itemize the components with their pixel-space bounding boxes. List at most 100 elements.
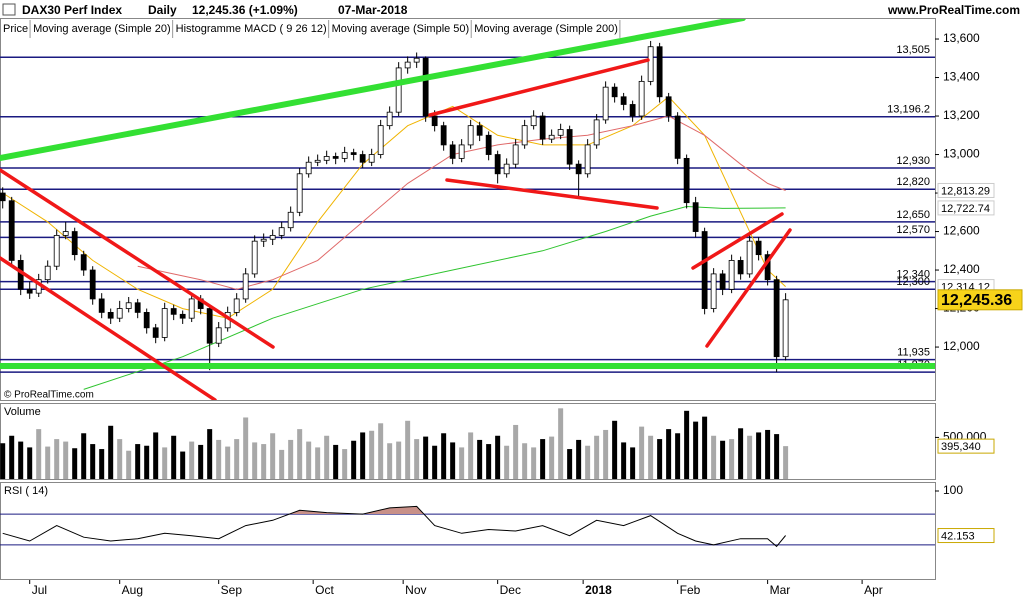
candle-body: [521, 125, 528, 146]
volume-bar: [387, 443, 393, 479]
y-tick-label: 100: [943, 483, 963, 497]
candle-body: [125, 302, 132, 309]
candle-body: [611, 86, 618, 98]
candle-body: [341, 152, 348, 159]
x-tick-label: Sep: [221, 583, 243, 597]
volume-bar: [225, 446, 231, 479]
volume-bar: [738, 428, 744, 479]
candle-body: [44, 265, 51, 281]
y-tick-label: 12,600: [943, 224, 980, 238]
candle-body: [512, 144, 519, 165]
level-label: 12,570: [896, 224, 930, 236]
volume-bar: [720, 440, 726, 479]
legend: Price Moving average (Simple 20) Histogram…: [3, 20, 621, 38]
candle-body: [395, 67, 402, 113]
volume-bar: [585, 445, 591, 479]
candle-body: [566, 129, 573, 165]
candle-body: [188, 298, 195, 319]
candle-body: [602, 86, 609, 121]
trendline: [428, 58, 650, 117]
candle-body: [53, 234, 60, 267]
candle-body: [62, 231, 69, 236]
volume-bar: [0, 443, 6, 479]
volume-bar: [99, 449, 105, 479]
volume-bar: [549, 436, 555, 479]
volume-bar: [414, 439, 420, 479]
volume-bar: [297, 429, 303, 479]
volume-bar: [513, 424, 519, 479]
candle-body: [305, 161, 312, 175]
candle-body: [242, 273, 249, 300]
candle-body: [269, 234, 276, 240]
level-label: 12,820: [896, 176, 930, 188]
volume-bar: [90, 444, 96, 479]
panel-title: Volume: [4, 406, 41, 418]
x-tick-label: Aug: [122, 583, 143, 597]
y-tick-label: 13,600: [943, 31, 980, 45]
candle-body: [260, 238, 267, 242]
candle-body: [431, 115, 438, 127]
volume-bar: [126, 450, 132, 479]
volume-bar: [9, 435, 15, 479]
trendline: [0, 19, 746, 161]
volume-bar: [531, 447, 537, 479]
value-tag-box: [937, 528, 995, 544]
candle-body: [557, 129, 564, 136]
level-label: 13,196.2: [887, 104, 930, 116]
y-tick-label: 13,200: [943, 108, 980, 122]
chart-title: DAX30 Perf Index: [22, 3, 122, 17]
volume-bar: [36, 429, 42, 479]
candle-body: [251, 240, 258, 275]
level-label: 12,930: [896, 155, 930, 167]
volume-bar: [279, 449, 285, 479]
candle-body: [404, 61, 411, 69]
volume-bar: [450, 442, 456, 479]
volume-bar: [432, 445, 438, 479]
volume-bar: [783, 446, 789, 479]
candle-body: [647, 46, 654, 82]
volume-bar: [612, 420, 618, 479]
volume-bar: [81, 433, 87, 479]
value-tag: 12,245.36: [941, 292, 1012, 309]
y-tick-label: 12,000: [943, 339, 980, 353]
volume-bar: [702, 416, 708, 479]
level-label: 13,505: [896, 44, 930, 56]
candle-body: [152, 327, 159, 338]
value-tag-box: [937, 182, 995, 198]
date: 07-Mar-2018: [338, 3, 408, 17]
trendline: [0, 256, 217, 400]
website: www.ProRealTime.com: [887, 3, 1020, 17]
volume-bar: [765, 429, 771, 479]
volume-bar: [45, 446, 51, 479]
panel-frames: [0, 18, 936, 580]
candle-body: [422, 57, 429, 117]
volume-bar: [558, 408, 564, 479]
volume-bar: [270, 433, 276, 479]
candle-body: [314, 159, 321, 163]
volume-bar: [198, 444, 204, 479]
candle-body: [143, 312, 150, 329]
volume-bar: [522, 443, 528, 479]
volume-bar: [108, 425, 114, 479]
candle-body: [359, 154, 366, 163]
volume-bar: [423, 436, 429, 479]
volume-bar: [333, 444, 339, 479]
volume-bar: [477, 439, 483, 479]
volume-bar: [153, 432, 159, 479]
volume-bar: [468, 432, 474, 479]
candle-body: [593, 119, 600, 146]
volume-bar: [504, 445, 510, 479]
copyright: © ProRealTime.com: [4, 390, 94, 401]
level-label: 12,340: [896, 269, 930, 281]
y-tick-label: 12,400: [943, 262, 980, 276]
x-tick-label: Mar: [770, 583, 791, 597]
volume-bar: [540, 439, 546, 479]
volume-bar: [27, 447, 33, 479]
volume-bar: [207, 429, 213, 479]
volume-bar: [639, 426, 645, 479]
volume-bar: [360, 432, 366, 479]
volume-bar: [315, 447, 321, 479]
volume-bar: [63, 441, 69, 479]
